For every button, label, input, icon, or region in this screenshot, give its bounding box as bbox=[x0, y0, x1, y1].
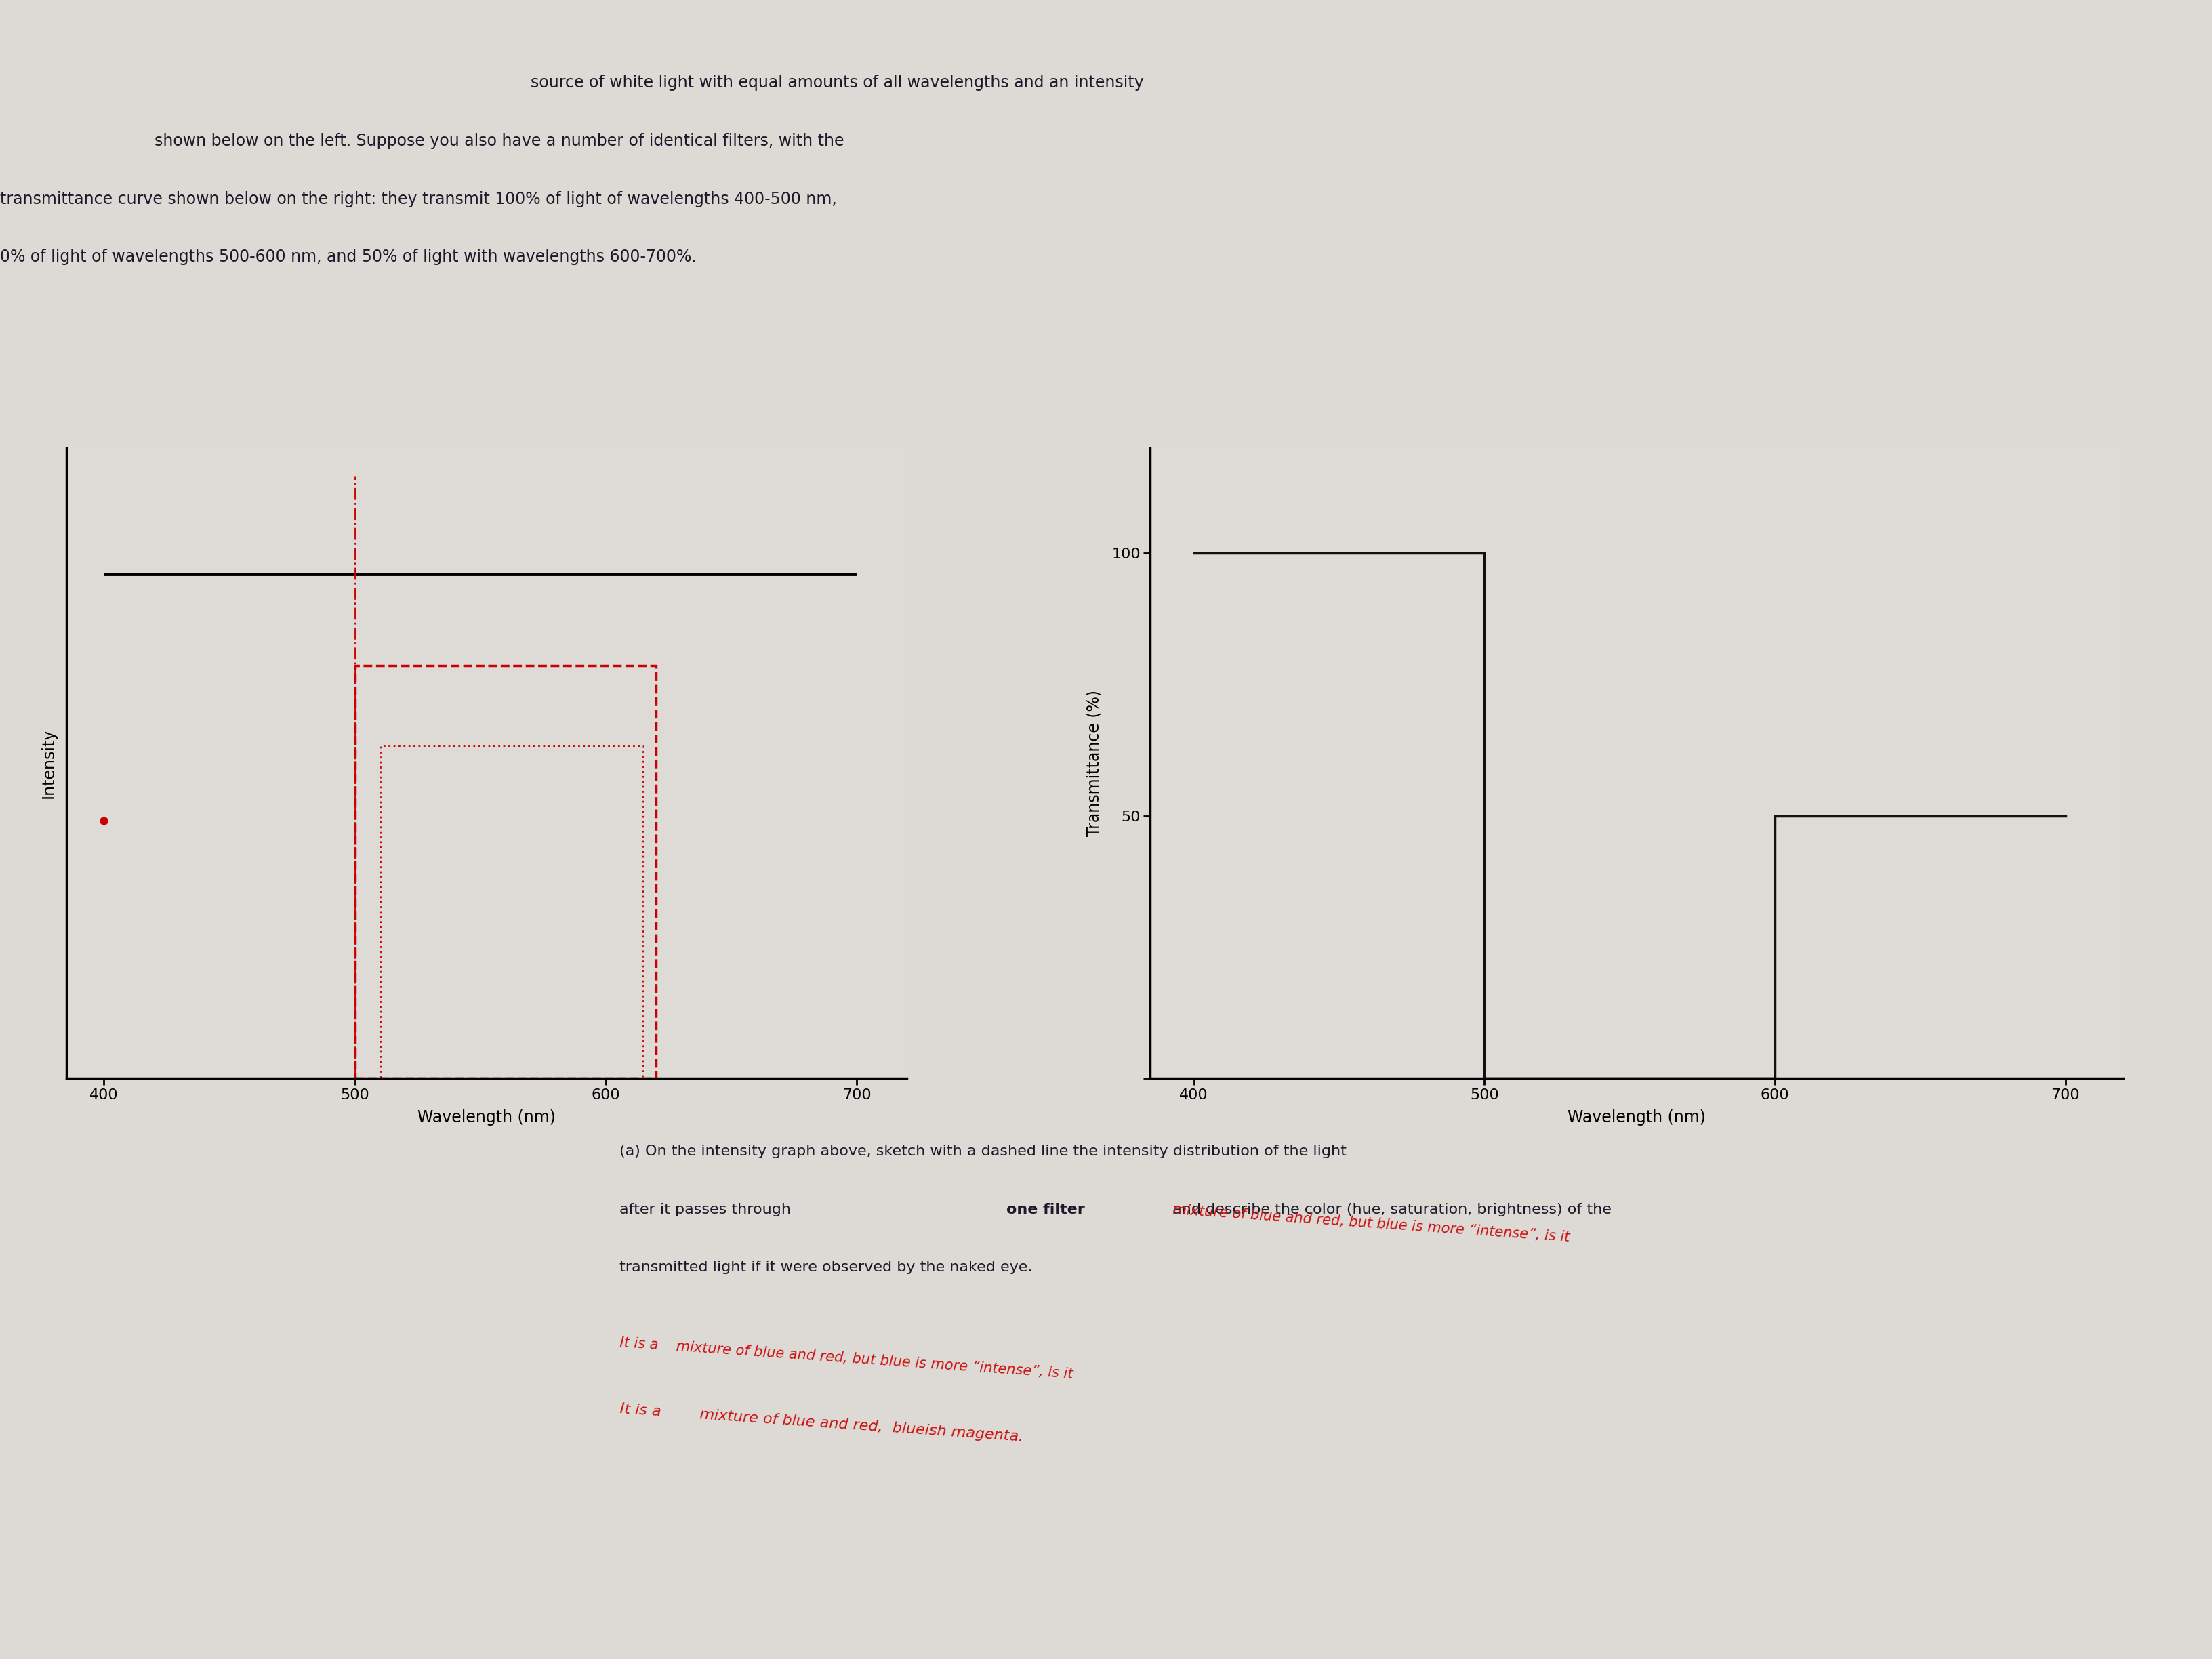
Text: source of white light with equal amounts of all wavelengths and an intensity: source of white light with equal amounts… bbox=[531, 75, 1144, 91]
Text: after it passes through: after it passes through bbox=[619, 1203, 796, 1216]
Text: 0% of light of wavelengths 500-600 nm, and 50% of light with wavelengths 600-700: 0% of light of wavelengths 500-600 nm, a… bbox=[0, 249, 697, 265]
Text: It is a    mixture of blue and red, but blue is more “intense”, is it: It is a mixture of blue and red, but blu… bbox=[619, 1335, 1073, 1380]
Text: and describe the color (hue, saturation, brightness) of the: and describe the color (hue, saturation,… bbox=[1168, 1203, 1613, 1216]
X-axis label: Wavelength (nm): Wavelength (nm) bbox=[418, 1110, 555, 1125]
Text: mixture of blue and red, but blue is more “intense”, is it: mixture of blue and red, but blue is mor… bbox=[1172, 1203, 1571, 1244]
Text: one filter: one filter bbox=[1006, 1203, 1084, 1216]
Y-axis label: Intensity: Intensity bbox=[40, 728, 58, 798]
Text: transmitted light if it were observed by the naked eye.: transmitted light if it were observed by… bbox=[619, 1261, 1033, 1274]
Text: It is a        mixture of blue and red,  blueish magenta.: It is a mixture of blue and red, blueish… bbox=[619, 1402, 1024, 1443]
X-axis label: Wavelength (nm): Wavelength (nm) bbox=[1568, 1110, 1705, 1125]
Text: shown below on the left. Suppose you also have a number of identical filters, wi: shown below on the left. Suppose you als… bbox=[155, 133, 845, 149]
Text: (a) On the intensity graph above, sketch with a dashed line the intensity distri: (a) On the intensity graph above, sketch… bbox=[619, 1145, 1347, 1158]
Text: transmittance curve shown below on the right: they transmit 100% of light of wav: transmittance curve shown below on the r… bbox=[0, 191, 836, 207]
Y-axis label: Transmittance (%): Transmittance (%) bbox=[1086, 690, 1102, 836]
